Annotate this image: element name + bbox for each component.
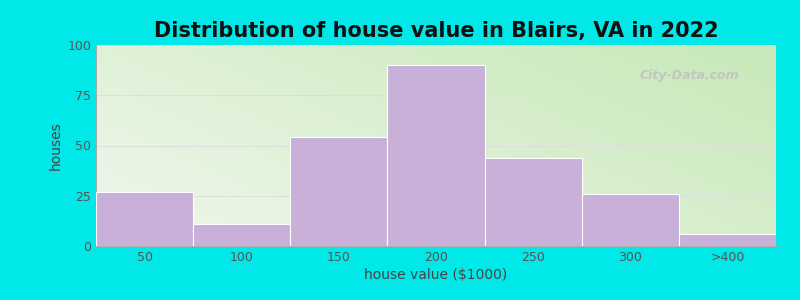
Title: Distribution of house value in Blairs, VA in 2022: Distribution of house value in Blairs, V… — [154, 21, 718, 41]
Bar — [96, 192, 193, 246]
Bar — [387, 65, 485, 246]
X-axis label: house value ($1000): house value ($1000) — [364, 268, 508, 282]
Text: City-Data.com: City-Data.com — [640, 69, 740, 82]
Bar — [485, 158, 582, 246]
Bar — [679, 234, 776, 246]
Bar — [290, 137, 387, 246]
Bar — [193, 224, 290, 246]
Bar — [582, 194, 679, 246]
Y-axis label: houses: houses — [49, 121, 63, 170]
